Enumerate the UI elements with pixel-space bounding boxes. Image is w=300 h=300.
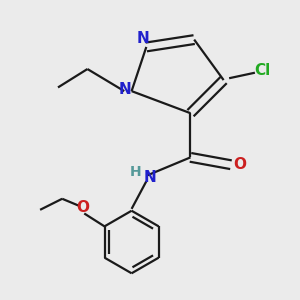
Text: Cl: Cl: [254, 63, 270, 78]
Text: H: H: [130, 165, 141, 179]
Text: O: O: [76, 200, 89, 215]
Text: N: N: [136, 31, 149, 46]
Text: N: N: [144, 170, 156, 185]
Text: N: N: [118, 82, 131, 97]
Text: O: O: [234, 157, 247, 172]
